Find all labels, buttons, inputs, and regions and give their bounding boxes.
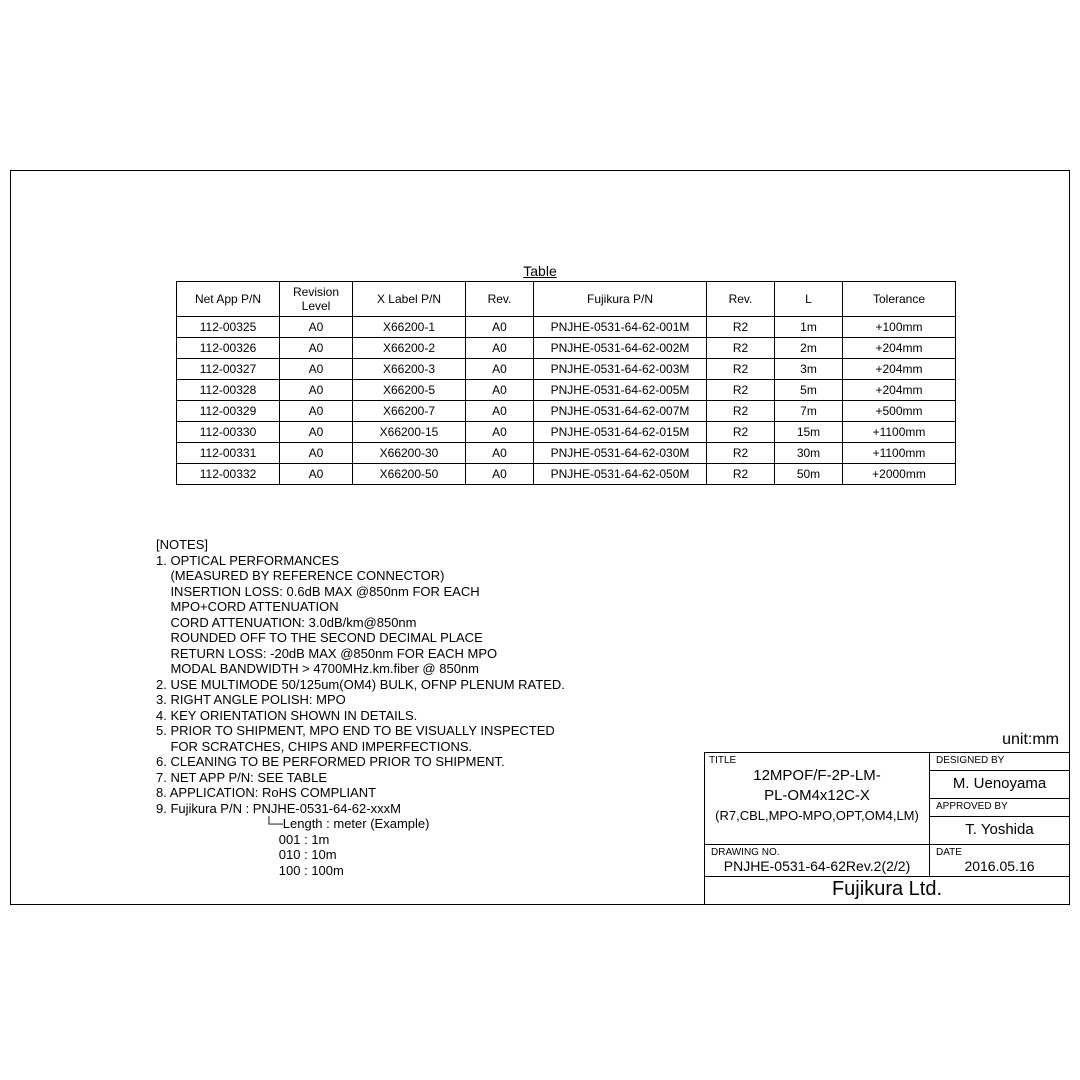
table-row: 112-00325A0X66200-1A0PNJHE-0531-64-62-00… xyxy=(177,317,956,338)
table-cell: 30m xyxy=(775,443,843,464)
tb-company: Fujikura Ltd. xyxy=(705,877,1070,905)
table-cell: X66200-1 xyxy=(353,317,466,338)
table-cell: PNJHE-0531-64-62-002M xyxy=(534,338,707,359)
table-header: Fujikura P/N xyxy=(534,282,707,317)
table-header: Tolerance xyxy=(843,282,956,317)
table-cell: +500mm xyxy=(843,401,956,422)
table-cell: A0 xyxy=(280,443,353,464)
table-cell: A0 xyxy=(280,464,353,485)
table-cell: R2 xyxy=(707,422,775,443)
table-cell: 15m xyxy=(775,422,843,443)
table-row: 112-00331A0X66200-30A0PNJHE-0531-64-62-0… xyxy=(177,443,956,464)
table-cell: A0 xyxy=(466,422,534,443)
table-cell: R2 xyxy=(707,359,775,380)
tb-date: DATE 2016.05.16 xyxy=(930,845,1070,877)
table-header: Rev. xyxy=(466,282,534,317)
table-header: Rev. xyxy=(707,282,775,317)
table-cell: PNJHE-0531-64-62-007M xyxy=(534,401,707,422)
table-cell: 3m xyxy=(775,359,843,380)
table-row: 112-00329A0X66200-7A0PNJHE-0531-64-62-00… xyxy=(177,401,956,422)
table-cell: +204mm xyxy=(843,359,956,380)
table-cell: 112-00329 xyxy=(177,401,280,422)
table-cell: X66200-30 xyxy=(353,443,466,464)
title-block: TITLE 12MPOF/F-2P-LM- PL-OM4x12C-X (R7,C… xyxy=(704,752,1070,905)
table-cell: X66200-3 xyxy=(353,359,466,380)
parts-table: Net App P/NRevision LevelX Label P/NRev.… xyxy=(176,281,956,485)
table-cell: A0 xyxy=(280,422,353,443)
tb-title-label: TITLE xyxy=(709,755,736,766)
table-cell: PNJHE-0531-64-62-003M xyxy=(534,359,707,380)
table-cell: A0 xyxy=(280,359,353,380)
table-cell: A0 xyxy=(466,359,534,380)
table-cell: +2000mm xyxy=(843,464,956,485)
table-cell: +100mm xyxy=(843,317,956,338)
table-cell: A0 xyxy=(466,464,534,485)
table-cell: A0 xyxy=(466,380,534,401)
table-cell: 112-00328 xyxy=(177,380,280,401)
table-cell: +1100mm xyxy=(843,422,956,443)
table-cell: A0 xyxy=(280,338,353,359)
table-cell: PNJHE-0531-64-62-001M xyxy=(534,317,707,338)
tb-title-line2: PL-OM4x12C-X xyxy=(764,786,870,806)
table-cell: X66200-50 xyxy=(353,464,466,485)
table-cell: 112-00331 xyxy=(177,443,280,464)
tb-title-line3: (R7,CBL,MPO-MPO,OPT,OM4,LM) xyxy=(715,806,919,826)
table-cell: A0 xyxy=(466,401,534,422)
tb-approved-by: T. Yoshida xyxy=(930,817,1070,845)
table-cell: R2 xyxy=(707,464,775,485)
table-cell: 5m xyxy=(775,380,843,401)
tb-title-line1: 12MPOF/F-2P-LM- xyxy=(753,766,881,786)
table-cell: R2 xyxy=(707,443,775,464)
table-cell: PNJHE-0531-64-62-005M xyxy=(534,380,707,401)
table-cell: X66200-5 xyxy=(353,380,466,401)
table-cell: A0 xyxy=(280,380,353,401)
table-header: Net App P/N xyxy=(177,282,280,317)
table-cell: 2m xyxy=(775,338,843,359)
table-row: 112-00332A0X66200-50A0PNJHE-0531-64-62-0… xyxy=(177,464,956,485)
table-cell: 112-00326 xyxy=(177,338,280,359)
table-cell: 112-00332 xyxy=(177,464,280,485)
table-cell: 112-00325 xyxy=(177,317,280,338)
table-row: 112-00328A0X66200-5A0PNJHE-0531-64-62-00… xyxy=(177,380,956,401)
table-cell: R2 xyxy=(707,380,775,401)
table-cell: R2 xyxy=(707,317,775,338)
table-header: X Label P/N xyxy=(353,282,466,317)
table-cell: PNJHE-0531-64-62-030M xyxy=(534,443,707,464)
drawing-sheet: Table Net App P/NRevision LevelX Label P… xyxy=(10,170,1070,905)
table-cell: R2 xyxy=(707,401,775,422)
table-cell: PNJHE-0531-64-62-015M xyxy=(534,422,707,443)
table-cell: A0 xyxy=(280,317,353,338)
table-cell: R2 xyxy=(707,338,775,359)
table-cell: X66200-2 xyxy=(353,338,466,359)
table-title: Table xyxy=(11,263,1069,279)
table-cell: 1m xyxy=(775,317,843,338)
table-cell: A0 xyxy=(466,317,534,338)
table-cell: A0 xyxy=(280,401,353,422)
table-cell: +1100mm xyxy=(843,443,956,464)
table-cell: A0 xyxy=(466,443,534,464)
table-cell: X66200-7 xyxy=(353,401,466,422)
notes-block: [NOTES] 1. OPTICAL PERFORMANCES (MEASURE… xyxy=(156,537,565,878)
tb-title: TITLE 12MPOF/F-2P-LM- PL-OM4x12C-X (R7,C… xyxy=(705,753,930,845)
table-row: 112-00330A0X66200-15A0PNJHE-0531-64-62-0… xyxy=(177,422,956,443)
table-cell: PNJHE-0531-64-62-050M xyxy=(534,464,707,485)
table-row: 112-00327A0X66200-3A0PNJHE-0531-64-62-00… xyxy=(177,359,956,380)
table-cell: +204mm xyxy=(843,338,956,359)
table-cell: 112-00330 xyxy=(177,422,280,443)
table-cell: +204mm xyxy=(843,380,956,401)
table-cell: 50m xyxy=(775,464,843,485)
table-cell: 112-00327 xyxy=(177,359,280,380)
tb-designed-label: DESIGNED BY xyxy=(930,753,1070,771)
unit-label: unit:mm xyxy=(1002,731,1059,749)
tb-drawing-no: DRAWING NO. PNJHE-0531-64-62Rev.2(2/2) xyxy=(705,845,930,877)
tb-approved-label: APPROVED BY xyxy=(930,799,1070,817)
table-cell: A0 xyxy=(466,338,534,359)
table-cell: 7m xyxy=(775,401,843,422)
table-header: L xyxy=(775,282,843,317)
table-row: 112-00326A0X66200-2A0PNJHE-0531-64-62-00… xyxy=(177,338,956,359)
table-header: Revision Level xyxy=(280,282,353,317)
table-cell: X66200-15 xyxy=(353,422,466,443)
tb-designed-by: M. Uenoyama xyxy=(930,771,1070,799)
